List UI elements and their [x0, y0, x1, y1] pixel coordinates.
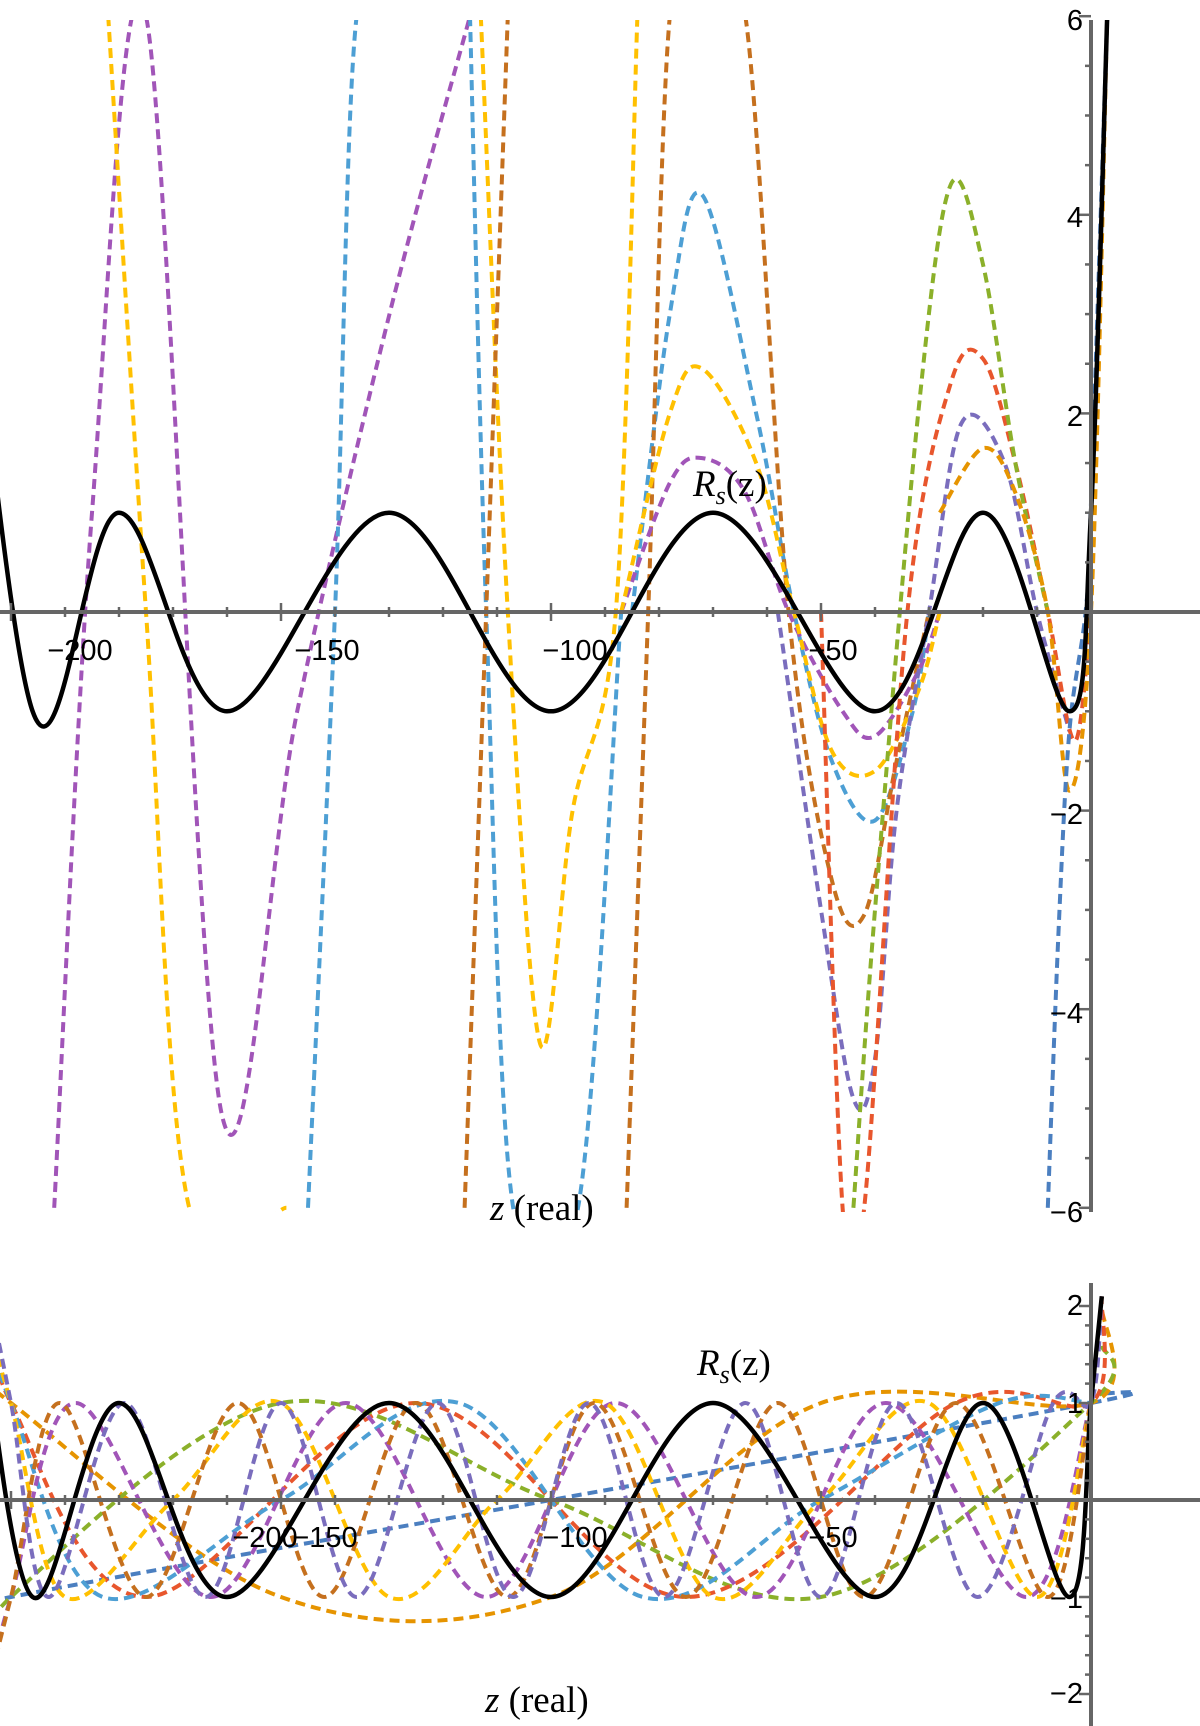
top-x-axis-label: z (real) [489, 1188, 594, 1229]
top-series-line-2 [106, 20, 287, 1212]
top-ytick-label-2: 2 [1067, 401, 1083, 433]
top-ytick-label-6: 6 [1067, 5, 1083, 37]
top-series-line-8 [624, 20, 931, 1208]
bottom-series-group [0, 1296, 1137, 1649]
top-series-line-4 [306, 20, 359, 1208]
top-series-line-1 [52, 20, 472, 1208]
top-xtick-label-m150: −150 [294, 635, 359, 667]
bottom-x-axis-label: z (real) [484, 1680, 589, 1721]
top-series-line-3 [478, 20, 640, 1050]
bottom-xtick-label-m100: −100 [542, 1522, 607, 1554]
top-ytick-label-m4: −4 [1050, 998, 1083, 1030]
chart-top: −200 −150 −100 −50 −6 −4 −2 2 4 6 Rs(z) … [0, 5, 1200, 1229]
top-x-ticks [9, 603, 1093, 621]
top-curve-label-sub: s [716, 481, 726, 510]
top-series-line-10 [619, 364, 942, 778]
bottom-series-line-5 [0, 1367, 1092, 1601]
top-curve-label-main: R [692, 464, 716, 505]
bottom-series-line-0 [0, 1296, 1105, 1601]
bottom-ytick-label-m2: −2 [1050, 1678, 1083, 1710]
bottom-series-line-7 [0, 1358, 1093, 1602]
top-xtick-label-m100: −100 [542, 635, 607, 667]
top-y-ticks [1079, 14, 1091, 1210]
top-series-group [0, 20, 1110, 1212]
bottom-curve-label-sub: s [720, 1360, 730, 1389]
bottom-series-line-8 [0, 1400, 1093, 1649]
bottom-curve-label-main: R [696, 1343, 720, 1384]
top-xtick-label-m50: −50 [808, 635, 857, 667]
top-ytick-label-m6: −6 [1050, 1197, 1083, 1229]
top-xtick-label-m200: −200 [47, 635, 112, 667]
bottom-series-line-3 [0, 1344, 1117, 1612]
top-series-line-11 [775, 412, 1072, 1113]
bottom-x-axis-rest: (real) [499, 1680, 588, 1721]
top-curve-label: Rs(z) [692, 464, 767, 510]
bottom-ytick-label-m1: −1 [1050, 1583, 1083, 1615]
top-curve-label-arg: (z) [726, 464, 767, 505]
bottom-x-axis-var: z [484, 1680, 499, 1721]
top-series-line-13 [851, 177, 1050, 1208]
top-series-line-5 [468, 20, 624, 1212]
bottom-curve-label: Rs(z) [696, 1343, 771, 1389]
bottom-ytick-label-2: 2 [1067, 1290, 1083, 1322]
bottom-series-line-1 [0, 1390, 1137, 1602]
top-x-axis-rest: (real) [504, 1188, 593, 1229]
bottom-ytick-label-1: 1 [1067, 1388, 1083, 1420]
bottom-y-ticks [1079, 1304, 1091, 1696]
top-ytick-label-4: 4 [1067, 202, 1083, 234]
bottom-curve-label-arg: (z) [730, 1343, 771, 1384]
bottom-xtick-label-m50: −50 [808, 1522, 857, 1554]
top-series-line-0 [0, 20, 1110, 729]
top-ytick-label-m2: −2 [1050, 799, 1083, 831]
top-series-line-6 [630, 190, 931, 824]
bottom-x-ticks [9, 1491, 1093, 1509]
chart-bottom: −200 −150 −100 −50 −2 −1 1 2 Rs(z) z (re… [0, 1283, 1200, 1726]
bottom-xtick-label-m200: −200 [232, 1522, 297, 1554]
bottom-xtick-label-m150: −150 [292, 1522, 357, 1554]
top-x-axis-var: z [489, 1188, 504, 1229]
